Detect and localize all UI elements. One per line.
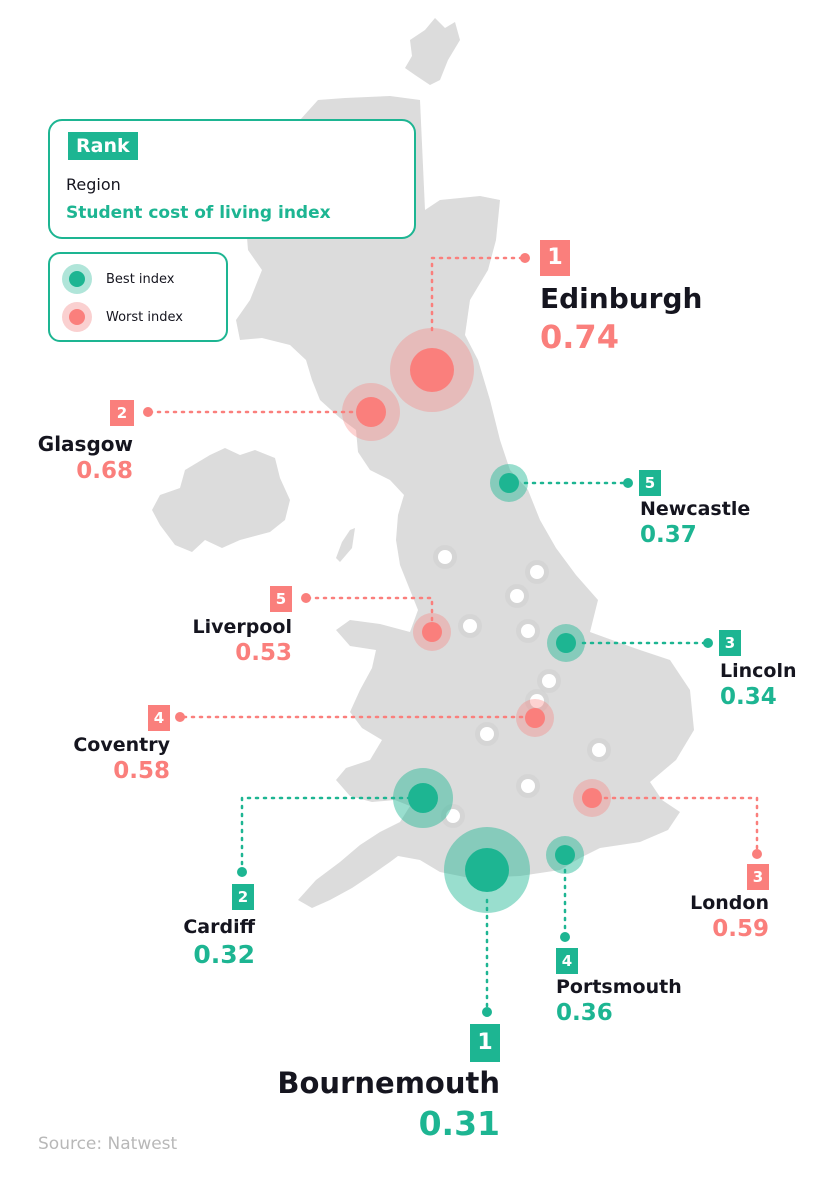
key-worst-label: Worst index [106, 309, 183, 325]
rank-badge: 4 [556, 948, 578, 974]
city-name-portsmouth: Portsmouth [556, 976, 682, 998]
city-name-newcastle: Newcastle [640, 498, 751, 520]
city-value-glasgow: 0.68 [76, 458, 133, 484]
legend-index-label: Student cost of living index [66, 203, 331, 223]
isle-of-man [336, 528, 355, 562]
city-value-bournemouth: 0.31 [418, 1104, 500, 1143]
rank-badge: 3 [747, 864, 769, 890]
city-name-glasgow: Glasgow [37, 432, 133, 456]
city-value-portsmouth: 0.36 [556, 1000, 613, 1026]
worst-leader-lines [146, 256, 759, 854]
city-name-cardiff: Cardiff [183, 916, 255, 938]
legend-rank-label: Rank [68, 132, 138, 160]
rank-badge: 4 [148, 705, 170, 731]
city-value-london: 0.59 [712, 916, 769, 942]
source-credit: Source: Natwest [38, 1134, 178, 1154]
city-value-liverpool: 0.53 [235, 640, 292, 666]
city-value-edinburgh: 0.74 [540, 318, 619, 356]
rank-badge: 5 [639, 470, 661, 496]
city-name-lincoln: Lincoln [720, 660, 797, 682]
city-name-liverpool: Liverpool [192, 616, 292, 638]
city-name-edinburgh: Edinburgh [540, 282, 703, 315]
rank-badge: 2 [232, 884, 254, 910]
city-value-lincoln: 0.34 [720, 684, 777, 710]
worst-index-dot-icon [62, 302, 92, 332]
worst-markers [342, 328, 611, 817]
city-name-coventry: Coventry [73, 734, 170, 756]
city-value-cardiff: 0.32 [193, 940, 255, 969]
northern-ireland-landmass [152, 448, 290, 552]
key-best: Best index [62, 264, 175, 294]
city-value-coventry: 0.58 [113, 758, 170, 784]
rank-badge: 1 [540, 240, 570, 276]
worst-leader-endpoints [143, 253, 762, 859]
best-leader-endpoints [237, 478, 713, 1017]
city-name-london: London [690, 892, 769, 914]
color-key: Best index Worst index [48, 252, 228, 342]
rank-badge: 5 [270, 586, 292, 612]
key-worst: Worst index [62, 302, 183, 332]
legend-region-label: Region [66, 175, 121, 194]
minor-city-dots [433, 545, 611, 828]
best-markers [393, 464, 585, 913]
best-index-dot-icon [62, 264, 92, 294]
rank-badge: 2 [110, 400, 134, 426]
best-leader-lines [240, 481, 710, 1012]
orkney-islands [405, 18, 460, 85]
rank-badge: 3 [719, 630, 741, 656]
key-best-label: Best index [106, 271, 175, 287]
city-value-newcastle: 0.37 [640, 522, 697, 548]
legend-box: Rank Region Student cost of living index [48, 119, 416, 239]
city-name-bournemouth: Bournemouth [277, 1066, 500, 1100]
rank-badge: 1 [470, 1024, 500, 1062]
great-britain-landmass [236, 96, 694, 908]
